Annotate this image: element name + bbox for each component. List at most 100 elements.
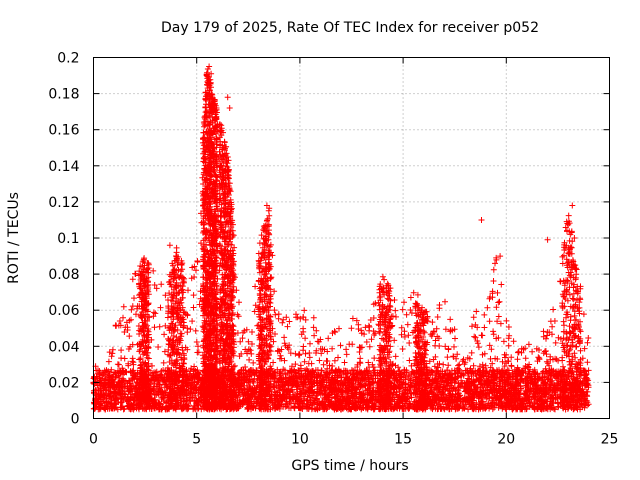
- data-point: [121, 329, 128, 335]
- data-point: [471, 333, 478, 340]
- data-point: [505, 342, 512, 349]
- data-point: [316, 357, 323, 364]
- data-point: [372, 300, 379, 307]
- data-point: [103, 376, 109, 383]
- data-point: [198, 240, 204, 247]
- data-point: [407, 307, 414, 313]
- data-point: [444, 354, 451, 361]
- data-point: [495, 313, 502, 320]
- data-point: [185, 287, 191, 294]
- data-point: [500, 338, 507, 345]
- data-point: [492, 260, 498, 267]
- data-point: [246, 356, 253, 363]
- data-point: [132, 270, 139, 277]
- data-point: [506, 332, 513, 339]
- data-point: [162, 292, 169, 299]
- data-point: [195, 343, 201, 350]
- data-point: [392, 307, 399, 314]
- data-point: [158, 281, 165, 288]
- data-point: [121, 385, 128, 392]
- data-point: [391, 297, 398, 303]
- data-point: [490, 278, 497, 284]
- data-point: [399, 346, 406, 352]
- data-point: [392, 353, 399, 360]
- data-point: [126, 317, 133, 324]
- data-point: [349, 315, 356, 322]
- data-point: [481, 350, 488, 357]
- data-point: [118, 347, 125, 354]
- data-point: [379, 273, 386, 280]
- data-point: [508, 354, 515, 361]
- data-point: [286, 318, 293, 325]
- data-point: [270, 359, 277, 366]
- grid-lines: [93, 57, 610, 419]
- data-point: [348, 325, 355, 332]
- data-point: [503, 317, 510, 324]
- chart-title: Day 179 of 2025, Rate Of TEC Index for r…: [161, 20, 539, 36]
- data-point: [472, 334, 479, 341]
- data-point: [488, 346, 495, 353]
- data-points: [90, 63, 592, 413]
- data-point: [274, 348, 281, 355]
- data-point: [251, 308, 258, 315]
- data-point: [436, 302, 443, 308]
- data-point: [343, 351, 350, 358]
- data-point: [120, 390, 127, 397]
- data-point: [584, 359, 591, 366]
- data-point: [306, 350, 313, 356]
- data-point: [406, 340, 413, 346]
- data-point: [190, 304, 197, 311]
- data-point: [481, 311, 488, 318]
- data-point: [105, 358, 112, 365]
- data-point: [120, 303, 127, 310]
- data-point: [440, 361, 447, 368]
- data-point: [550, 306, 557, 313]
- data-point: [184, 329, 191, 336]
- data-point: [580, 311, 587, 318]
- data-point: [445, 346, 452, 353]
- data-point: [192, 406, 199, 413]
- data-point: [584, 339, 591, 346]
- data-point: [549, 323, 556, 330]
- data-point: [189, 318, 196, 325]
- data-point: [455, 362, 462, 369]
- data-point: [398, 324, 405, 331]
- data-point: [490, 266, 497, 273]
- data-point: [407, 294, 414, 301]
- data-point: [469, 323, 475, 330]
- data-point: [242, 364, 249, 370]
- data-point: [484, 304, 491, 311]
- data-point: [331, 357, 338, 364]
- data-point: [406, 357, 413, 364]
- data-point: [281, 357, 288, 364]
- data-point: [336, 325, 342, 332]
- data-point: [401, 299, 407, 306]
- data-point: [489, 360, 496, 367]
- data-point: [192, 327, 199, 334]
- data-point: [193, 267, 199, 274]
- data-point: [473, 308, 480, 315]
- data-point: [120, 314, 126, 321]
- data-point: [445, 362, 452, 369]
- data-point: [318, 350, 325, 357]
- data-point: [454, 351, 461, 358]
- data-point: [114, 361, 121, 368]
- data-point: [307, 340, 313, 347]
- data-point: [278, 346, 285, 353]
- data-point: [310, 314, 317, 321]
- data-point: [493, 304, 500, 311]
- data-point: [447, 316, 454, 323]
- data-point: [300, 343, 307, 350]
- data-point: [272, 311, 279, 318]
- data-point: [236, 299, 242, 306]
- data-point: [496, 298, 503, 305]
- data-point: [436, 360, 443, 367]
- data-point: [284, 323, 291, 330]
- data-point: [429, 319, 436, 326]
- data-point: [406, 387, 413, 393]
- data-point: [505, 324, 512, 330]
- data-point: [311, 332, 318, 339]
- data-point: [275, 311, 282, 318]
- data-point: [552, 339, 559, 346]
